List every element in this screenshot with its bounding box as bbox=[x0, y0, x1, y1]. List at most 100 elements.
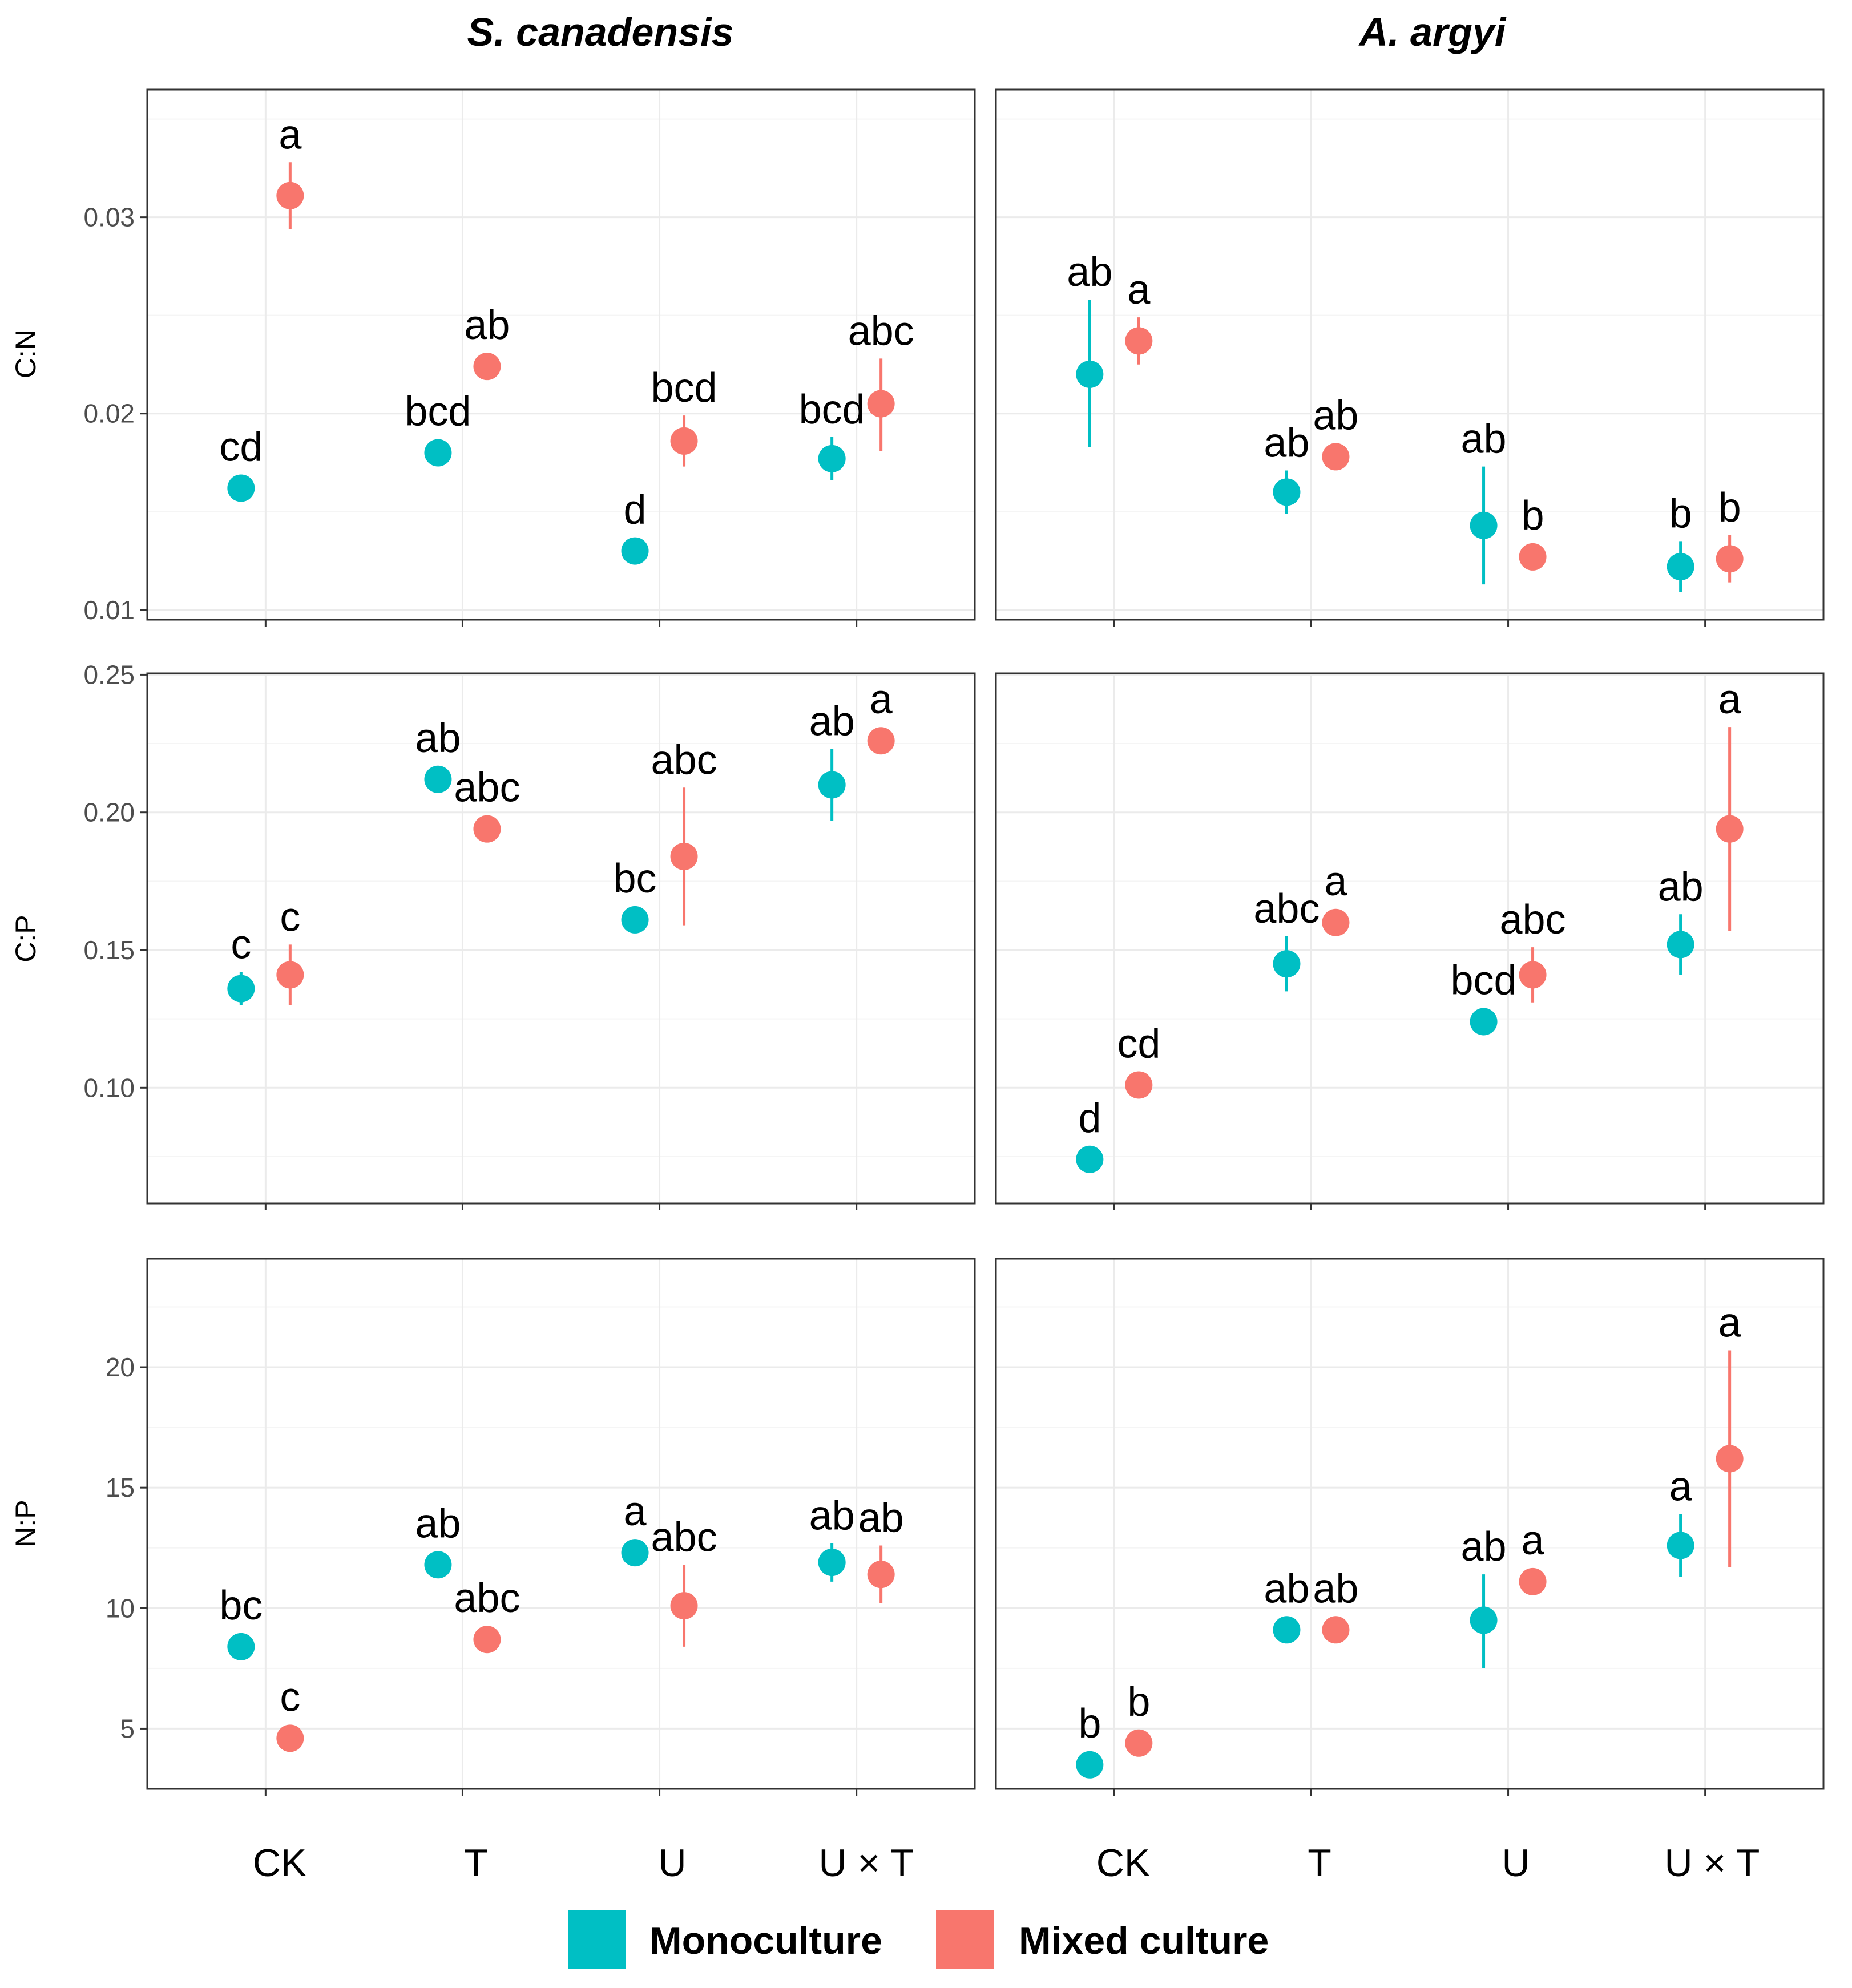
significance-label-mixed-culture-ck: a bbox=[279, 112, 302, 157]
point-monoculture-u bbox=[1470, 1606, 1498, 1634]
significance-label-mixed-culture-u: b bbox=[1522, 493, 1544, 539]
x-tick-label-uxt: U × T bbox=[819, 1841, 914, 1885]
point-monoculture-ck bbox=[227, 1633, 255, 1660]
column-title-a-argyi: A. argyi bbox=[1358, 10, 1507, 54]
panel-border bbox=[995, 672, 1825, 1205]
point-monoculture-uxt bbox=[818, 445, 846, 472]
point-monoculture-u bbox=[621, 906, 649, 934]
significance-label-mixed-culture-t: ab bbox=[464, 302, 510, 348]
point-monoculture-uxt bbox=[1667, 1532, 1694, 1559]
point-monoculture-u bbox=[621, 537, 649, 565]
significance-label-monoculture-u: bc bbox=[614, 856, 657, 902]
panel-background bbox=[996, 90, 1823, 620]
significance-label-mixed-culture-uxt: a bbox=[1718, 1300, 1742, 1345]
point-monoculture-t bbox=[1273, 478, 1301, 506]
point-mixed-culture-ck bbox=[1125, 327, 1153, 355]
y-tick-label: 0.25 bbox=[83, 660, 135, 689]
point-monoculture-uxt bbox=[1667, 553, 1694, 581]
significance-label-monoculture-uxt: a bbox=[1669, 1464, 1693, 1510]
significance-label-mixed-culture-uxt: b bbox=[1718, 485, 1741, 531]
y-tick-label: 0.15 bbox=[83, 935, 135, 965]
y-tick-label: 20 bbox=[106, 1352, 135, 1382]
y-tick-label: 0.02 bbox=[83, 399, 135, 429]
significance-label-monoculture-u: a bbox=[624, 1489, 647, 1534]
point-monoculture-ck bbox=[1076, 1751, 1104, 1779]
significance-label-monoculture-t: ab bbox=[1264, 421, 1309, 466]
y-tick-label: 15 bbox=[106, 1473, 135, 1502]
point-mixed-culture-ck bbox=[1125, 1071, 1153, 1099]
significance-label-mixed-culture-ck: cd bbox=[1117, 1021, 1160, 1066]
y-tick-label: 0.10 bbox=[83, 1073, 135, 1102]
y-axis-title-np: N:P bbox=[10, 1500, 42, 1547]
y-tick-label: 0.20 bbox=[83, 798, 135, 827]
point-monoculture-ck bbox=[227, 474, 255, 502]
x-tick-label-u: U bbox=[658, 1841, 686, 1885]
panel-background bbox=[996, 673, 1823, 1203]
point-monoculture-ck bbox=[227, 975, 255, 1003]
x-tick-label-ck: CK bbox=[253, 1841, 306, 1885]
point-mixed-culture-uxt bbox=[1716, 815, 1744, 843]
panel-s-canadensis-cn: cd bcd d bcd a ab bcd abc 0.01 0.02 0.03 bbox=[83, 88, 976, 627]
x-tick-label-uxt: U × T bbox=[1665, 1841, 1760, 1885]
x-tick-label-t: T bbox=[464, 1841, 488, 1885]
panel-border bbox=[995, 1258, 1825, 1790]
y-tick-label: 0.03 bbox=[83, 203, 135, 232]
panel-border bbox=[995, 88, 1825, 621]
y-axis-title-cp: C:P bbox=[10, 915, 42, 962]
y-axis-title-cn: C:N bbox=[10, 329, 42, 378]
point-monoculture-u bbox=[621, 1539, 649, 1567]
significance-label-monoculture-ck: bc bbox=[219, 1583, 263, 1629]
point-mixed-culture-uxt bbox=[1716, 1445, 1744, 1473]
significance-label-monoculture-u: ab bbox=[1461, 417, 1507, 462]
point-mixed-culture-ck bbox=[276, 1724, 304, 1752]
legend-label-mixed-culture: Mixed culture bbox=[1019, 1919, 1269, 1962]
point-mixed-culture-t bbox=[473, 815, 501, 843]
significance-label-monoculture-uxt: ab bbox=[809, 699, 855, 745]
point-mixed-culture-u bbox=[1519, 1567, 1547, 1595]
legend-key-monoculture bbox=[568, 1910, 626, 1969]
point-mixed-culture-uxt bbox=[867, 1561, 895, 1589]
point-mixed-culture-u bbox=[670, 1592, 698, 1620]
point-mixed-culture-u bbox=[670, 427, 698, 455]
point-mixed-culture-uxt bbox=[867, 390, 895, 418]
significance-label-mixed-culture-t: a bbox=[1324, 859, 1347, 904]
significance-label-mixed-culture-t: ab bbox=[1313, 1566, 1358, 1611]
significance-label-mixed-culture-t: ab bbox=[1313, 393, 1358, 438]
point-monoculture-t bbox=[424, 439, 452, 467]
panel-border bbox=[146, 88, 976, 621]
significance-label-monoculture-t: abc bbox=[1253, 886, 1320, 932]
x-axis-labels-s-canadensis: CK T U U × T bbox=[253, 1841, 914, 1885]
point-mixed-culture-u bbox=[1519, 961, 1547, 989]
point-mixed-culture-u bbox=[1519, 543, 1547, 571]
significance-label-monoculture-t: bcd bbox=[405, 389, 471, 435]
significance-label-monoculture-uxt: bcd bbox=[799, 387, 865, 433]
x-tick-label-u: U bbox=[1502, 1841, 1530, 1885]
significance-label-monoculture-t: ab bbox=[415, 1501, 461, 1546]
legend-label-monoculture: Monoculture bbox=[649, 1919, 882, 1962]
point-mixed-culture-t bbox=[1322, 443, 1350, 471]
significance-label-monoculture-t: ab bbox=[415, 716, 461, 761]
significance-label-mixed-culture-uxt: abc bbox=[848, 308, 914, 354]
significance-label-monoculture-ck: b bbox=[1078, 1701, 1101, 1747]
panel-background bbox=[147, 1259, 975, 1789]
significance-label-monoculture-ck: ab bbox=[1067, 249, 1112, 295]
significance-label-monoculture-ck: cd bbox=[219, 424, 263, 470]
significance-label-monoculture-uxt: ab bbox=[809, 1493, 855, 1538]
point-monoculture-uxt bbox=[818, 1549, 846, 1577]
significance-label-monoculture-uxt: b bbox=[1669, 491, 1692, 536]
legend-key-mixed-culture bbox=[936, 1910, 994, 1969]
point-mixed-culture-ck bbox=[276, 181, 304, 209]
point-mixed-culture-ck bbox=[1125, 1729, 1153, 1757]
point-mixed-culture-t bbox=[473, 353, 501, 381]
point-mixed-culture-uxt bbox=[1716, 545, 1744, 573]
point-monoculture-ck bbox=[1076, 1145, 1104, 1173]
significance-label-monoculture-u: ab bbox=[1461, 1524, 1507, 1570]
y-tick-label: 10 bbox=[106, 1593, 135, 1623]
significance-label-monoculture-u: bcd bbox=[1451, 957, 1517, 1003]
significance-label-monoculture-ck: d bbox=[1078, 1096, 1101, 1141]
significance-label-monoculture-u: d bbox=[624, 487, 647, 533]
